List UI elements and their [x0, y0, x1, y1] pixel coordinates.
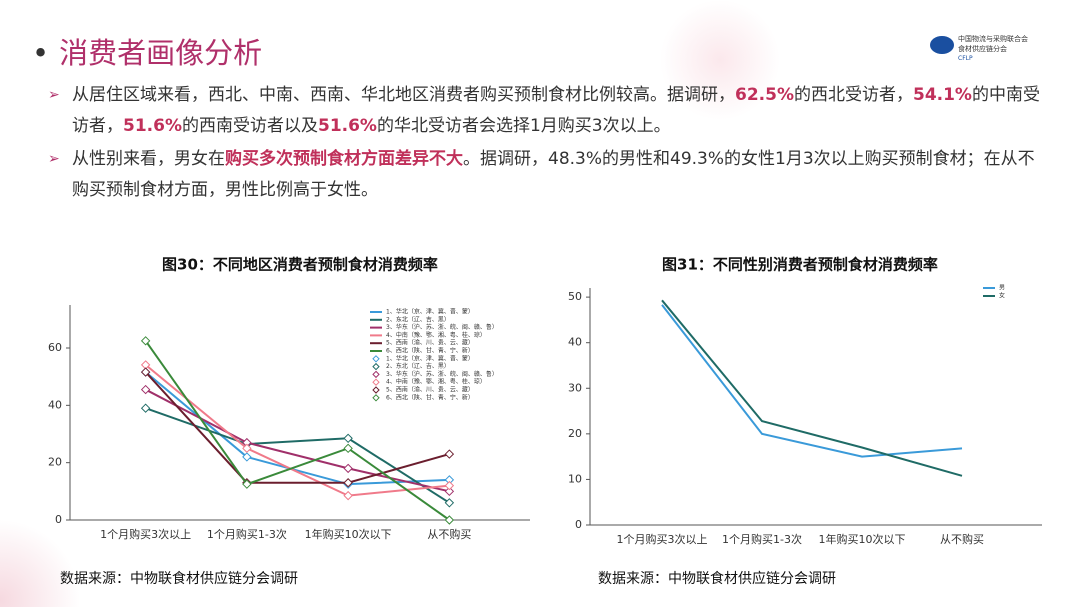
marker — [242, 479, 252, 489]
legend-label: 3、华东（沪、苏、浙、皖、闽、赣、鲁） — [386, 323, 498, 331]
x-tick-label: 1个月购买3次以上 — [100, 527, 191, 541]
text: 。据调研，48.3%的男性和49.3%的女性1月3次以上购买预制食材；在从不购买… — [72, 149, 1035, 200]
legend-label: 2、东北（辽、吉、黑） — [386, 362, 450, 370]
bullets: 从居住区域来看，西北、中南、西南、华北地区消费者购买预制食材比例较高。据调研，6… — [48, 80, 1048, 208]
legend-label: 3、华东（沪、苏、浙、皖、闽、赣、鲁） — [386, 370, 498, 378]
x-tick-label: 1个月购买1-3次 — [722, 532, 802, 546]
line — [144, 364, 450, 497]
legend-label: 1、华北（京、津、冀、晋、蒙） — [386, 354, 474, 362]
legend-label: 4、中南（豫、鄂、湘、粤、桂、琼） — [386, 378, 486, 386]
legend-label: 5、西南（渝、川、贵、云、藏） — [386, 386, 474, 394]
text: 从性别来看，男女在 — [72, 149, 225, 169]
legend-label: 2、东北（辽、吉、黑） — [386, 315, 450, 323]
y-tick-label: 40 — [568, 336, 582, 349]
marker — [140, 367, 151, 377]
legend-label: 4、中南（豫、鄂、湘、粤、桂、琼） — [386, 331, 486, 339]
emphasis: 62.5% — [735, 85, 794, 105]
legend-label: 男 — [999, 285, 1005, 292]
legend-swatch — [372, 378, 380, 386]
line — [145, 388, 450, 493]
emphasis: 购买多次预制食材方面差异不大 — [225, 149, 463, 169]
y-tick-label: 0 — [575, 518, 582, 531]
x-tick-label: 从不购买 — [427, 527, 471, 541]
logo-line: 中国物流与采购联合会 — [958, 35, 1028, 43]
bullet: 从居住区域来看，西北、中南、西南、华北地区消费者购买预制食材比例较高。据调研，6… — [48, 80, 1048, 142]
logo-abbr: CFLP — [958, 55, 973, 62]
y-tick-label: 30 — [568, 381, 582, 394]
y-tick-label: 20 — [568, 427, 582, 440]
legend-label: 6、西北（陕、甘、青、宁、新） — [386, 347, 474, 355]
text: 的西北受访者， — [793, 85, 913, 105]
legend-swatch — [372, 370, 380, 379]
legend-label: 6、西北（陕、甘、青、宁、新） — [386, 393, 474, 401]
marker — [444, 515, 455, 525]
legend-swatch — [372, 386, 380, 394]
y-tick-label: 20 — [48, 456, 62, 469]
marker — [444, 498, 455, 508]
x-tick-label: 1年购买10次以下 — [819, 532, 906, 546]
marker — [444, 480, 455, 491]
text: 的华北受访者会选择1月购买3次以上。 — [376, 116, 671, 136]
line — [661, 304, 963, 458]
source: 数据来源：中物联食材供应链分会调研 — [598, 570, 836, 587]
line — [144, 371, 450, 484]
logo-line: 食材供应链分会 — [958, 45, 1007, 53]
marker — [444, 486, 455, 497]
x-tick-label: 1年购买10次以下 — [305, 527, 392, 541]
line — [144, 371, 450, 486]
marker — [343, 433, 353, 444]
legend-label: 女 — [999, 292, 1005, 300]
marker — [343, 443, 353, 454]
legend-label: 1、华北（京、津、冀、晋、蒙） — [386, 308, 474, 316]
x-tick-label: 1个月购买1-3次 — [207, 527, 287, 541]
marker — [343, 490, 353, 501]
legend-swatch — [372, 394, 380, 402]
emphasis: 51.6% — [317, 116, 377, 136]
x-tick-label: 从不购买 — [940, 532, 984, 546]
text: 的西南受访者以及 — [181, 116, 318, 136]
chart-title: 图30：不同地区消费者预制食材消费频率 — [162, 256, 438, 274]
marker — [444, 449, 455, 459]
legend-swatch — [372, 355, 380, 363]
y-tick-label: 60 — [48, 341, 62, 354]
slide-title: 消费者画像分析 — [32, 30, 262, 72]
legend-swatch — [372, 362, 380, 371]
marker — [140, 384, 151, 395]
logo: 中国物流与采购联合会 食材供应链分会 CFLP — [930, 34, 1028, 64]
bullet: 从性别来看，男女在购买多次预制食材方面差异不大。据调研，48.3%的男性和49.… — [48, 144, 1048, 206]
y-tick-label: 50 — [568, 290, 582, 303]
marker — [343, 478, 353, 488]
marker — [242, 452, 252, 462]
y-tick-label: 40 — [48, 398, 62, 411]
chart-title: 图31：不同性别消费者预制食材消费频率 — [662, 256, 938, 274]
emphasis: 54.1% — [912, 85, 972, 105]
y-tick-label: 0 — [55, 513, 62, 526]
marker — [242, 443, 252, 454]
emphasis: 51.6% — [123, 116, 182, 136]
text: 从居住区域来看，西北、中南、西南、华北地区消费者购买预制食材比例较高。据调研， — [72, 85, 735, 105]
line — [144, 340, 450, 521]
legend-label: 5、西南（渝、川、贵、云、藏） — [386, 339, 474, 347]
x-tick-label: 1个月购买3次以上 — [617, 532, 708, 546]
y-tick-label: 10 — [568, 472, 582, 485]
marker — [343, 463, 353, 474]
marker — [140, 403, 151, 413]
line — [661, 299, 963, 477]
source: 数据来源：中物联食材供应链分会调研 — [60, 570, 298, 587]
text: 的中南受访者， — [72, 85, 1040, 136]
marker — [140, 336, 151, 346]
